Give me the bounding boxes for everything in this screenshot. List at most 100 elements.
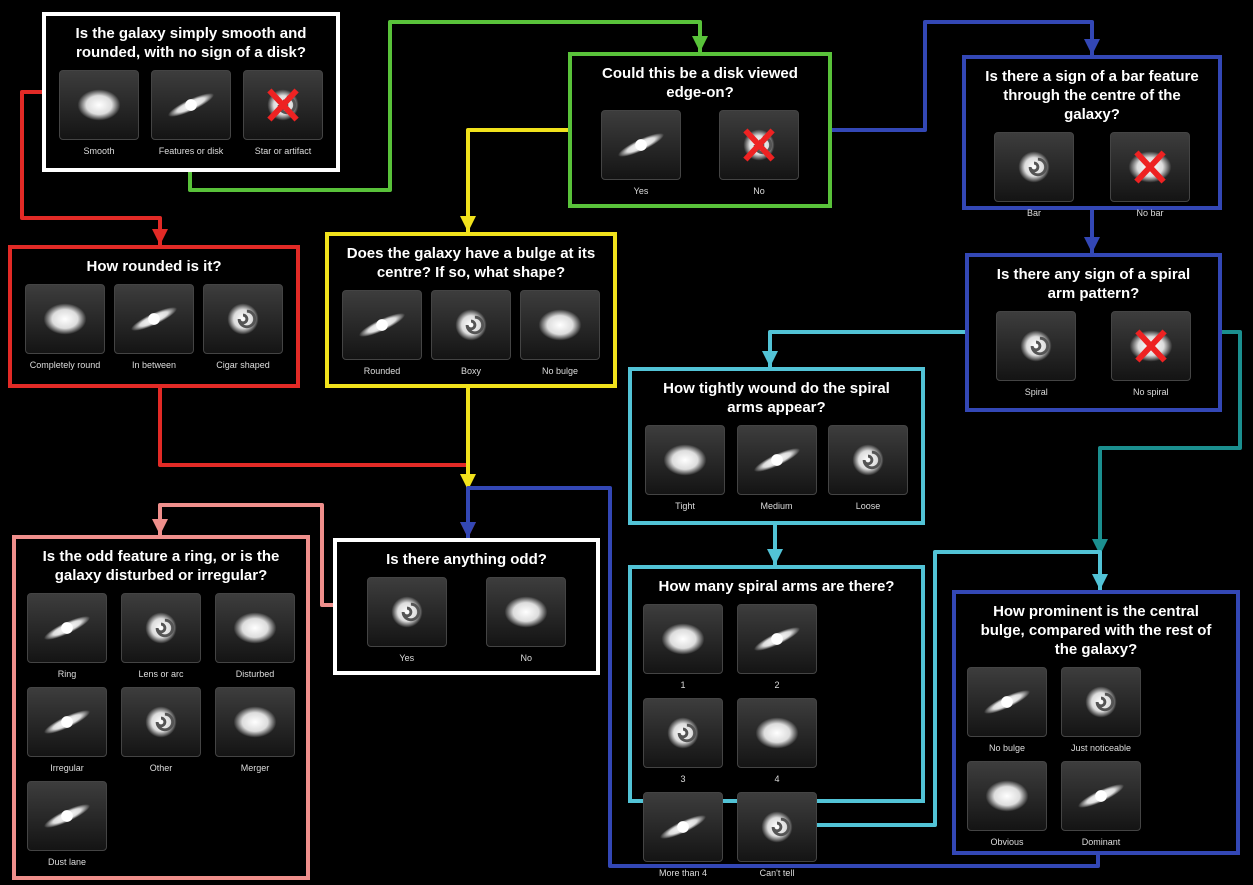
option-label: Other bbox=[149, 763, 173, 773]
option[interactable]: Dust lane bbox=[26, 781, 108, 869]
option-icon bbox=[145, 706, 177, 738]
connector bbox=[20, 90, 162, 245]
option[interactable]: Star or artifact bbox=[242, 70, 324, 158]
option-label: No bbox=[753, 186, 765, 196]
option-tile bbox=[994, 132, 1074, 202]
question: Is there anything odd? bbox=[386, 551, 547, 568]
option[interactable]: Rounded bbox=[341, 290, 423, 378]
option-tile bbox=[243, 70, 323, 140]
option-label: In between bbox=[131, 360, 177, 370]
option-tile bbox=[114, 284, 194, 354]
option-icon bbox=[233, 706, 277, 738]
option-tile bbox=[1110, 132, 1190, 202]
option-label: Spiral bbox=[1024, 387, 1048, 397]
question: Is there a sign of a bar feature through… bbox=[985, 68, 1199, 123]
option[interactable]: No bbox=[718, 110, 800, 198]
option[interactable]: Dominant bbox=[1060, 761, 1142, 849]
option-icon bbox=[130, 307, 178, 331]
question: How rounded is it? bbox=[86, 258, 222, 275]
option[interactable]: Yes bbox=[366, 577, 448, 665]
arrowhead bbox=[762, 351, 778, 367]
connector bbox=[158, 503, 333, 607]
option[interactable]: No spiral bbox=[1110, 311, 1192, 399]
option[interactable]: 2 bbox=[736, 604, 818, 692]
connector bbox=[1098, 330, 1242, 555]
question: Is there any sign of a spiral arm patter… bbox=[996, 266, 1191, 302]
option-tile bbox=[25, 284, 105, 354]
option-label: Cigar shaped bbox=[216, 360, 270, 370]
option-tile bbox=[1061, 761, 1141, 831]
option-tile bbox=[719, 110, 799, 180]
option-label: Medium bbox=[760, 501, 793, 511]
option[interactable]: Medium bbox=[736, 425, 818, 513]
option[interactable]: Yes bbox=[600, 110, 682, 198]
option-icon bbox=[538, 309, 582, 341]
option[interactable]: Loose bbox=[827, 425, 909, 513]
option-icon bbox=[661, 623, 705, 655]
option-icon bbox=[985, 780, 1029, 812]
option[interactable]: Ring bbox=[26, 593, 108, 681]
option-tile bbox=[1061, 667, 1141, 737]
option-icon bbox=[663, 444, 707, 476]
option[interactable]: Boxy bbox=[430, 290, 512, 378]
connector bbox=[832, 20, 1094, 132]
option-icon bbox=[761, 811, 793, 843]
arrowhead bbox=[767, 549, 783, 565]
option[interactable]: No bar bbox=[1109, 132, 1191, 220]
option[interactable]: Lens or arc bbox=[120, 593, 202, 681]
option[interactable]: Bar bbox=[993, 132, 1075, 220]
option-tile bbox=[737, 792, 817, 862]
connector bbox=[466, 486, 1100, 868]
option-tile bbox=[486, 577, 567, 647]
option-tile bbox=[967, 667, 1047, 737]
option-tile bbox=[520, 290, 600, 360]
arrowhead bbox=[1092, 574, 1108, 590]
option[interactable]: Completely round bbox=[24, 284, 106, 372]
option-label: No bulge bbox=[988, 743, 1026, 753]
option[interactable]: Disturbed bbox=[214, 593, 296, 681]
option[interactable]: Obvious bbox=[966, 761, 1048, 849]
option-icon bbox=[455, 309, 487, 341]
option[interactable]: No bulge bbox=[519, 290, 601, 378]
option-label: Dominant bbox=[1081, 837, 1121, 847]
option-tile bbox=[342, 290, 422, 360]
option[interactable]: Cigar shaped bbox=[202, 284, 284, 372]
arrowhead bbox=[460, 474, 476, 490]
option[interactable]: No bbox=[485, 577, 567, 665]
options: Rounded Boxy No bulge bbox=[339, 290, 603, 378]
options: Completely round In between Cigar shaped bbox=[22, 284, 286, 372]
question-box: Is there any sign of a spiral arm patter… bbox=[965, 253, 1222, 412]
option-tile bbox=[121, 687, 201, 757]
option[interactable]: In between bbox=[113, 284, 195, 372]
option-label: Just noticeable bbox=[1070, 743, 1132, 753]
option[interactable]: 1 bbox=[642, 604, 724, 692]
option[interactable]: No bulge bbox=[966, 667, 1048, 755]
option-label: Dust lane bbox=[47, 857, 87, 867]
option-icon bbox=[504, 596, 548, 628]
option[interactable]: 3 bbox=[642, 698, 724, 786]
option[interactable]: 4 bbox=[736, 698, 818, 786]
connector bbox=[466, 128, 568, 232]
question-box: How rounded is it? Completely round In bet… bbox=[8, 245, 300, 388]
option-label: Features or disk bbox=[158, 146, 224, 156]
option[interactable]: Merger bbox=[214, 687, 296, 775]
option[interactable]: Irregular bbox=[26, 687, 108, 775]
option-icon bbox=[1018, 151, 1050, 183]
option[interactable]: Spiral bbox=[995, 311, 1077, 399]
option-label: Merger bbox=[240, 763, 270, 773]
option-icon bbox=[755, 717, 799, 749]
option[interactable]: Other bbox=[120, 687, 202, 775]
option-icon bbox=[1020, 330, 1052, 362]
option[interactable]: Features or disk bbox=[150, 70, 232, 158]
options: No bulge Just noticeable Obvious Dominant bbox=[966, 667, 1226, 849]
option-tile bbox=[27, 593, 107, 663]
option-tile bbox=[27, 687, 107, 757]
option-label: Yes bbox=[399, 653, 415, 663]
option-label: 2 bbox=[774, 680, 780, 690]
option[interactable]: Just noticeable bbox=[1060, 667, 1142, 755]
option[interactable]: Smooth bbox=[58, 70, 140, 158]
option[interactable]: Tight bbox=[644, 425, 726, 513]
question: Could this be a disk viewed edge-on? bbox=[602, 65, 798, 101]
option[interactable]: More than 4 bbox=[642, 792, 724, 880]
option[interactable]: Can't tell bbox=[736, 792, 818, 880]
